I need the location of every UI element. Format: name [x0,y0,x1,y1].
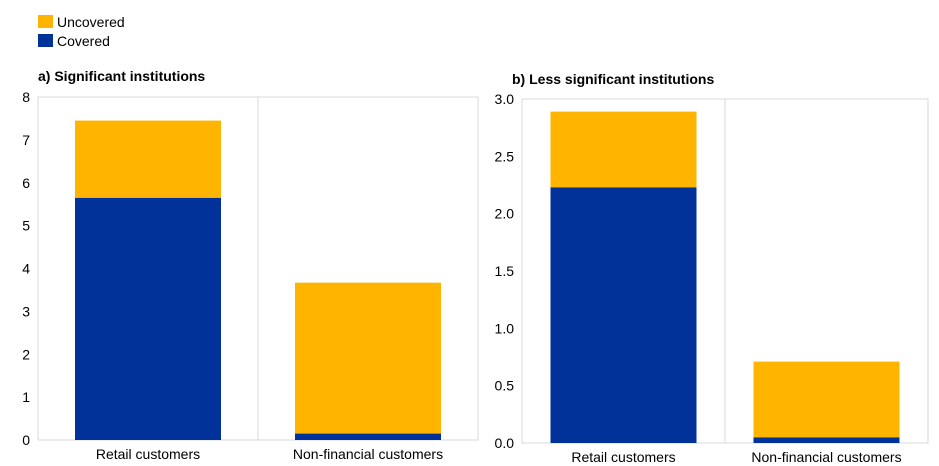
panel-a-bar-covered-1 [75,197,221,440]
panel-a-y-tick-label: 1 [22,389,30,405]
panel-a-y-tick-label: 3 [22,303,30,319]
legend-item-covered: Covered [38,31,125,50]
panel-b-y-tick-label: 1.5 [495,263,515,279]
legend-item-uncovered: Uncovered [38,12,125,31]
panel-a-title: a) Significant institutions [38,68,206,84]
panel-a-x-tick-label: Non-financial customers [293,446,443,462]
panel-b-y-tick-label: 2.5 [495,148,515,164]
panel-a-x-tick-label: Retail customers [96,446,200,462]
legend: Uncovered Covered [38,12,125,50]
panel-b-bar-uncovered-1 [550,111,697,188]
panel-b-y-tick-label: 1.0 [495,320,515,336]
panel-b-bar-uncovered-2 [753,361,900,438]
panel-a-y-tick-label: 6 [22,175,30,191]
panel-b-title: b) Less significant institutions [512,71,715,87]
panel-a-y-tick-label: 2 [22,346,30,362]
panel-b-y-tick-label: 0.5 [495,378,515,394]
panel-b-y-tick-label: 0.0 [495,435,515,451]
panel-a-y-tick-label: 5 [22,218,30,234]
panel-b-x-tick-label: Retail customers [571,449,675,465]
panel-a-bar-uncovered-2 [295,282,441,434]
panel-a-y-tick-label: 8 [22,89,30,105]
panel-b-x-tick-label: Non-financial customers [751,449,901,465]
panel-b-bar-covered-1 [550,187,697,443]
panel-b-y-tick-label: 2.0 [495,206,515,222]
panel-a-y-tick-label: 4 [22,261,30,277]
legend-swatch-covered [38,34,53,47]
panel-a-bar-covered-2 [295,433,441,440]
panel-b-y-tick-label: 3.0 [495,91,515,107]
panel-a-y-tick-label: 0 [22,432,30,448]
legend-label-covered: Covered [57,32,110,49]
legend-label-uncovered: Uncovered [57,13,125,30]
legend-swatch-uncovered [38,15,53,28]
panel-a-y-tick-label: 7 [22,132,30,148]
panel-b-bar-covered-2 [753,437,900,443]
panel-a-bar-uncovered-1 [75,120,221,198]
